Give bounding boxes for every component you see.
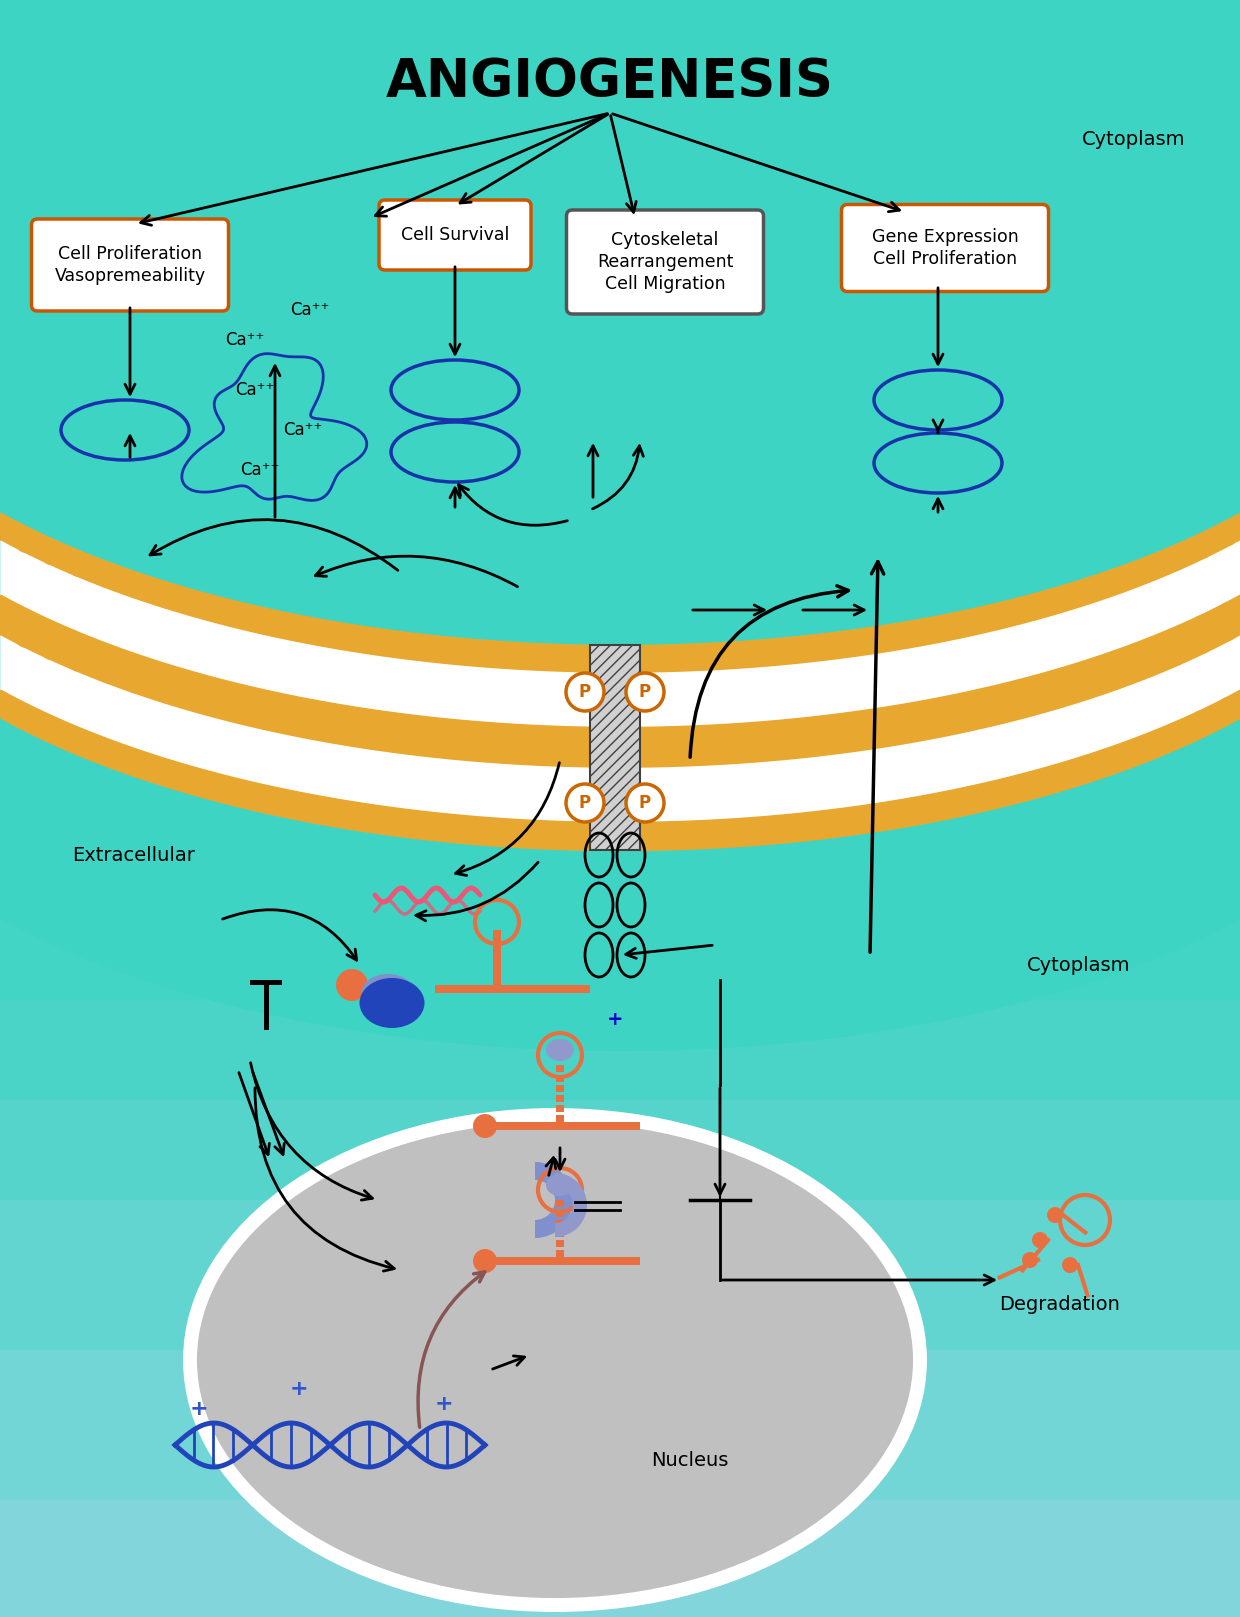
Circle shape <box>620 653 639 673</box>
Circle shape <box>190 592 207 610</box>
Circle shape <box>433 728 451 745</box>
Circle shape <box>1110 576 1128 593</box>
Circle shape <box>983 789 1002 807</box>
Circle shape <box>42 621 60 639</box>
Circle shape <box>950 702 967 720</box>
Circle shape <box>69 653 87 671</box>
Bar <box>435 985 590 993</box>
Circle shape <box>915 715 932 733</box>
Circle shape <box>1110 568 1128 585</box>
Circle shape <box>1017 773 1034 791</box>
Circle shape <box>325 703 342 723</box>
Circle shape <box>983 700 1002 718</box>
Circle shape <box>360 805 378 823</box>
Circle shape <box>16 711 33 729</box>
Bar <box>556 1210 564 1218</box>
Circle shape <box>255 786 273 804</box>
Circle shape <box>69 559 87 577</box>
Circle shape <box>222 690 241 708</box>
Circle shape <box>128 676 145 694</box>
Circle shape <box>290 697 308 716</box>
Circle shape <box>69 736 87 754</box>
Circle shape <box>16 703 33 721</box>
Circle shape <box>879 715 898 733</box>
Circle shape <box>325 711 342 731</box>
Circle shape <box>290 624 308 642</box>
Circle shape <box>583 741 600 758</box>
Circle shape <box>325 724 342 744</box>
Circle shape <box>1219 616 1236 634</box>
Circle shape <box>733 737 751 755</box>
Circle shape <box>222 600 241 619</box>
Circle shape <box>915 708 932 728</box>
Circle shape <box>222 608 241 626</box>
Circle shape <box>470 731 489 749</box>
Circle shape <box>1049 678 1066 695</box>
Circle shape <box>879 720 898 737</box>
Circle shape <box>507 737 526 757</box>
Circle shape <box>1167 723 1184 741</box>
Circle shape <box>696 734 714 752</box>
Wedge shape <box>556 1172 587 1237</box>
Circle shape <box>157 678 176 695</box>
Ellipse shape <box>874 433 1002 493</box>
Text: Ca⁺⁺: Ca⁺⁺ <box>290 301 330 319</box>
Circle shape <box>1193 534 1211 551</box>
Circle shape <box>507 820 526 838</box>
Circle shape <box>1080 673 1097 690</box>
Circle shape <box>255 703 273 721</box>
Circle shape <box>98 657 115 674</box>
Circle shape <box>620 728 639 745</box>
Circle shape <box>843 721 862 739</box>
Circle shape <box>69 728 87 745</box>
Circle shape <box>544 830 563 847</box>
Circle shape <box>1110 744 1128 763</box>
Text: Gene Expression
Cell Proliferation: Gene Expression Cell Proliferation <box>872 228 1018 268</box>
Circle shape <box>42 538 60 556</box>
Circle shape <box>190 695 207 713</box>
Circle shape <box>915 723 932 741</box>
Circle shape <box>157 673 176 690</box>
Circle shape <box>360 731 378 749</box>
Circle shape <box>1049 765 1066 783</box>
FancyBboxPatch shape <box>842 204 1049 291</box>
Circle shape <box>1017 679 1034 697</box>
Circle shape <box>1110 752 1128 770</box>
Circle shape <box>696 644 714 661</box>
Ellipse shape <box>874 370 1002 430</box>
Circle shape <box>1193 542 1211 559</box>
Circle shape <box>222 786 241 804</box>
Circle shape <box>544 726 563 745</box>
Circle shape <box>544 747 563 766</box>
Circle shape <box>807 716 826 736</box>
Circle shape <box>98 747 115 765</box>
Circle shape <box>190 600 207 618</box>
Ellipse shape <box>61 399 188 459</box>
Circle shape <box>879 707 898 724</box>
Circle shape <box>507 733 526 750</box>
Circle shape <box>255 711 273 729</box>
Circle shape <box>626 784 663 821</box>
Circle shape <box>157 582 176 600</box>
Circle shape <box>0 522 10 540</box>
Text: Ca⁺⁺: Ca⁺⁺ <box>283 420 322 438</box>
Bar <box>556 1066 564 1072</box>
Circle shape <box>470 736 489 754</box>
Circle shape <box>1080 660 1097 678</box>
Circle shape <box>290 792 308 810</box>
Circle shape <box>255 699 273 716</box>
Circle shape <box>397 632 414 650</box>
Circle shape <box>1049 587 1066 605</box>
Bar <box>250 980 281 985</box>
Bar <box>494 930 501 990</box>
Circle shape <box>733 650 751 668</box>
Circle shape <box>98 644 115 661</box>
Circle shape <box>770 721 789 739</box>
Text: Ca⁺⁺: Ca⁺⁺ <box>226 331 264 349</box>
Circle shape <box>1017 699 1034 718</box>
Circle shape <box>983 613 1002 631</box>
Circle shape <box>325 807 342 825</box>
Circle shape <box>1219 521 1236 538</box>
Circle shape <box>1193 614 1211 632</box>
